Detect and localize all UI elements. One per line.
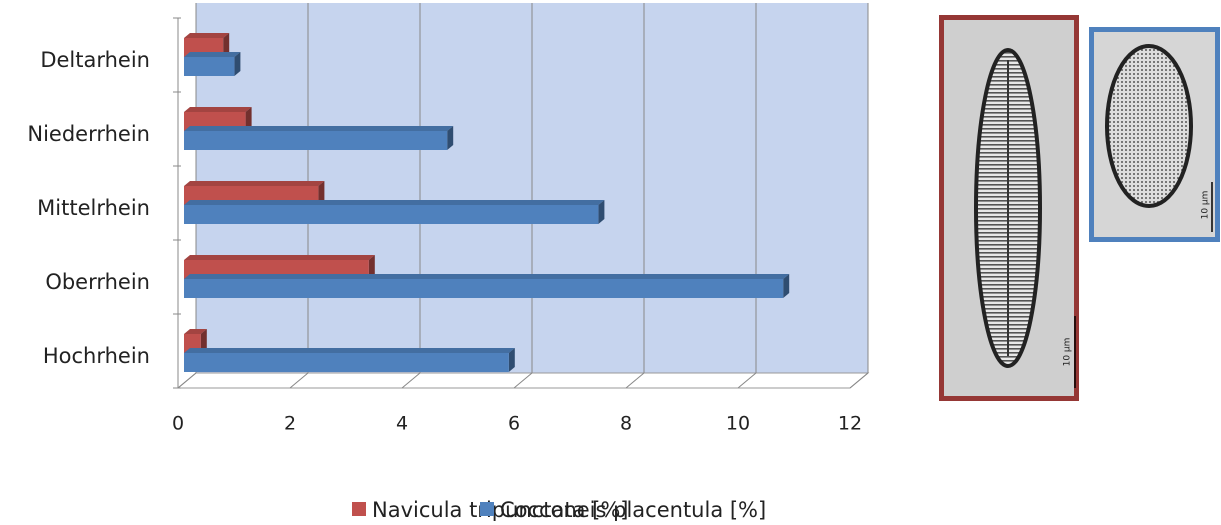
x-tick-label: 8 bbox=[620, 413, 632, 435]
bar bbox=[184, 57, 234, 76]
bar-top bbox=[184, 126, 453, 131]
x-tick-label: 10 bbox=[726, 413, 750, 435]
bar bbox=[184, 353, 509, 372]
x-tick-label: 4 bbox=[396, 413, 408, 435]
bar-top bbox=[184, 255, 375, 260]
plot-area: 0 2 4 6 8 10 12 Hochrhein Oberrhein Mittelrhein Ni… bbox=[27, 3, 868, 435]
bar bbox=[184, 205, 598, 224]
bar-top bbox=[184, 274, 789, 279]
chart: 0 2 4 6 8 10 12 Hochrhein Oberrhein Mittelrhein Ni… bbox=[0, 0, 1221, 521]
bar bbox=[184, 279, 783, 298]
diatom-image: 10 µm bbox=[942, 18, 1077, 399]
bar-group bbox=[184, 348, 515, 372]
bar-top bbox=[184, 52, 240, 57]
bar-top bbox=[184, 348, 515, 353]
y-tick-label: Hochrhein bbox=[43, 344, 150, 368]
y-tick-label: Deltarhein bbox=[40, 48, 150, 72]
y-tick-label: Niederrhein bbox=[27, 122, 150, 146]
x-tick-label: 6 bbox=[508, 413, 520, 435]
bar-top bbox=[184, 107, 252, 112]
y-tick-label: Oberrhein bbox=[45, 270, 150, 294]
bar-group bbox=[184, 52, 240, 76]
legend-swatch bbox=[352, 502, 366, 516]
x-tick-label: 2 bbox=[284, 413, 296, 435]
bar-top bbox=[184, 33, 229, 38]
bar-group bbox=[184, 126, 453, 150]
scale-label: 10 µm bbox=[1063, 338, 1073, 367]
bar-group bbox=[184, 200, 604, 224]
y-tick-label: Mittelrhein bbox=[37, 196, 150, 220]
bar-top bbox=[184, 200, 604, 205]
bar-group bbox=[184, 274, 789, 298]
diatom bbox=[1107, 46, 1191, 206]
diatom-image: 10 µm bbox=[1092, 30, 1218, 240]
x-tick-label: 12 bbox=[838, 413, 862, 435]
legend-swatch bbox=[480, 502, 494, 516]
bar-top bbox=[184, 181, 324, 186]
bar bbox=[184, 131, 447, 150]
x-tick-label: 0 bbox=[172, 413, 184, 435]
legend-label: Cocconeis placentula [%] bbox=[500, 498, 766, 521]
scale-label: 10 µm bbox=[1201, 191, 1211, 220]
